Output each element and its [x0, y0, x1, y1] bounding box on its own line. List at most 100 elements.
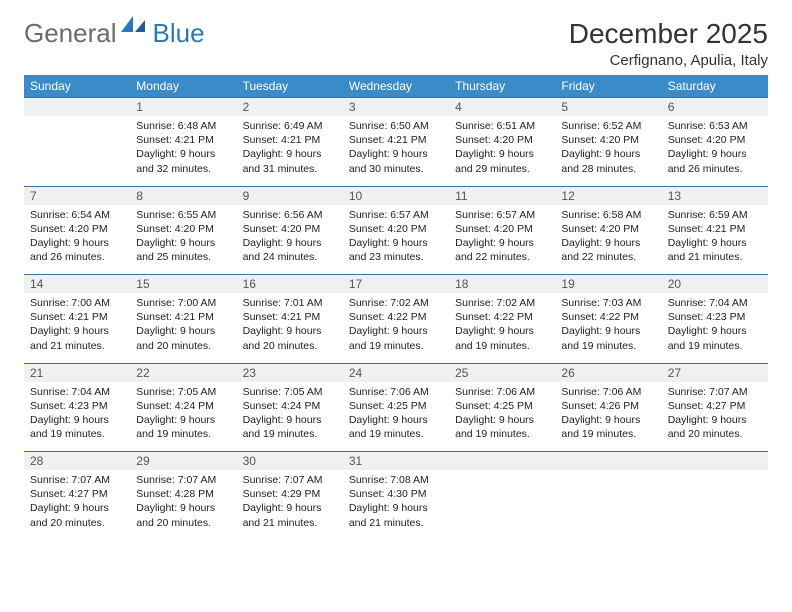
day-number: 21 [24, 363, 130, 382]
day-cell-text: Sunrise: 6:53 AMSunset: 4:20 PMDaylight:… [668, 119, 762, 176]
day-cell: Sunrise: 6:56 AMSunset: 4:20 PMDaylight:… [237, 205, 343, 275]
day-number: 23 [237, 363, 343, 382]
col-tue: Tuesday [237, 75, 343, 98]
col-sun: Sunday [24, 75, 130, 98]
day-cell: Sunrise: 6:53 AMSunset: 4:20 PMDaylight:… [662, 116, 768, 186]
day-cell-text: Sunrise: 7:02 AMSunset: 4:22 PMDaylight:… [349, 296, 443, 353]
day-cell-text: Sunrise: 6:50 AMSunset: 4:21 PMDaylight:… [349, 119, 443, 176]
day-number-row: 123456 [24, 98, 768, 117]
day-cell: Sunrise: 7:06 AMSunset: 4:26 PMDaylight:… [555, 382, 661, 452]
day-number: 12 [555, 186, 661, 205]
day-cell: Sunrise: 7:00 AMSunset: 4:21 PMDaylight:… [24, 293, 130, 363]
day-cell: Sunrise: 7:02 AMSunset: 4:22 PMDaylight:… [449, 293, 555, 363]
day-number: 30 [237, 452, 343, 471]
day-number: 6 [662, 98, 768, 117]
day-cell-text: Sunrise: 6:58 AMSunset: 4:20 PMDaylight:… [561, 208, 655, 265]
day-number: 24 [343, 363, 449, 382]
day-cell: Sunrise: 7:07 AMSunset: 4:29 PMDaylight:… [237, 470, 343, 540]
day-number [24, 98, 130, 117]
day-number: 10 [343, 186, 449, 205]
day-cell [24, 116, 130, 186]
day-number: 18 [449, 275, 555, 294]
day-cell-text: Sunrise: 7:03 AMSunset: 4:22 PMDaylight:… [561, 296, 655, 353]
day-cell: Sunrise: 7:06 AMSunset: 4:25 PMDaylight:… [449, 382, 555, 452]
day-number: 31 [343, 452, 449, 471]
brand-part1: General [24, 18, 117, 49]
col-fri: Friday [555, 75, 661, 98]
day-number-row: 21222324252627 [24, 363, 768, 382]
day-number: 20 [662, 275, 768, 294]
day-number: 16 [237, 275, 343, 294]
day-cell: Sunrise: 7:08 AMSunset: 4:30 PMDaylight:… [343, 470, 449, 540]
day-cell: Sunrise: 7:05 AMSunset: 4:24 PMDaylight:… [130, 382, 236, 452]
day-number: 25 [449, 363, 555, 382]
day-cell-text: Sunrise: 6:54 AMSunset: 4:20 PMDaylight:… [30, 208, 124, 265]
day-cell: Sunrise: 6:52 AMSunset: 4:20 PMDaylight:… [555, 116, 661, 186]
day-cell: Sunrise: 6:57 AMSunset: 4:20 PMDaylight:… [343, 205, 449, 275]
day-cell-text: Sunrise: 7:08 AMSunset: 4:30 PMDaylight:… [349, 473, 443, 530]
day-cell-text: Sunrise: 6:56 AMSunset: 4:20 PMDaylight:… [243, 208, 337, 265]
day-cell: Sunrise: 7:07 AMSunset: 4:27 PMDaylight:… [662, 382, 768, 452]
day-cell-text: Sunrise: 7:06 AMSunset: 4:25 PMDaylight:… [455, 385, 549, 442]
day-cell-text: Sunrise: 6:51 AMSunset: 4:20 PMDaylight:… [455, 119, 549, 176]
sail-icon [121, 10, 147, 41]
day-cell-text: Sunrise: 7:07 AMSunset: 4:27 PMDaylight:… [30, 473, 124, 530]
day-cell-text: Sunrise: 7:07 AMSunset: 4:28 PMDaylight:… [136, 473, 230, 530]
day-number: 14 [24, 275, 130, 294]
day-cell-text: Sunrise: 7:05 AMSunset: 4:24 PMDaylight:… [243, 385, 337, 442]
day-number: 5 [555, 98, 661, 117]
col-wed: Wednesday [343, 75, 449, 98]
col-mon: Monday [130, 75, 236, 98]
day-number-row: 14151617181920 [24, 275, 768, 294]
day-number: 27 [662, 363, 768, 382]
day-cell: Sunrise: 6:49 AMSunset: 4:21 PMDaylight:… [237, 116, 343, 186]
day-cell: Sunrise: 6:54 AMSunset: 4:20 PMDaylight:… [24, 205, 130, 275]
day-cell-text: Sunrise: 6:57 AMSunset: 4:20 PMDaylight:… [455, 208, 549, 265]
day-number: 3 [343, 98, 449, 117]
day-cell: Sunrise: 6:55 AMSunset: 4:20 PMDaylight:… [130, 205, 236, 275]
day-cell-text: Sunrise: 7:06 AMSunset: 4:25 PMDaylight:… [349, 385, 443, 442]
calendar-page: General Blue December 2025 Cerfignano, A… [0, 0, 792, 558]
title-block: December 2025 Cerfignano, Apulia, Italy [569, 18, 768, 69]
day-cell [449, 470, 555, 540]
day-number-row: 78910111213 [24, 186, 768, 205]
day-cell: Sunrise: 7:04 AMSunset: 4:23 PMDaylight:… [662, 293, 768, 363]
day-number: 8 [130, 186, 236, 205]
day-cell: Sunrise: 7:07 AMSunset: 4:27 PMDaylight:… [24, 470, 130, 540]
day-number: 28 [24, 452, 130, 471]
col-sat: Saturday [662, 75, 768, 98]
day-cell-text: Sunrise: 6:52 AMSunset: 4:20 PMDaylight:… [561, 119, 655, 176]
day-body-row: Sunrise: 7:04 AMSunset: 4:23 PMDaylight:… [24, 382, 768, 452]
day-cell-text: Sunrise: 6:48 AMSunset: 4:21 PMDaylight:… [136, 119, 230, 176]
day-cell [662, 470, 768, 540]
day-number: 1 [130, 98, 236, 117]
day-cell-text: Sunrise: 7:01 AMSunset: 4:21 PMDaylight:… [243, 296, 337, 353]
day-cell: Sunrise: 7:06 AMSunset: 4:25 PMDaylight:… [343, 382, 449, 452]
day-cell: Sunrise: 6:48 AMSunset: 4:21 PMDaylight:… [130, 116, 236, 186]
day-cell [555, 470, 661, 540]
day-cell-text: Sunrise: 7:02 AMSunset: 4:22 PMDaylight:… [455, 296, 549, 353]
day-cell: Sunrise: 7:02 AMSunset: 4:22 PMDaylight:… [343, 293, 449, 363]
day-cell-text: Sunrise: 6:49 AMSunset: 4:21 PMDaylight:… [243, 119, 337, 176]
day-cell-text: Sunrise: 7:04 AMSunset: 4:23 PMDaylight:… [30, 385, 124, 442]
day-body-row: Sunrise: 7:00 AMSunset: 4:21 PMDaylight:… [24, 293, 768, 363]
day-number: 7 [24, 186, 130, 205]
day-number [662, 452, 768, 471]
day-number: 17 [343, 275, 449, 294]
day-cell-text: Sunrise: 7:04 AMSunset: 4:23 PMDaylight:… [668, 296, 762, 353]
day-cell: Sunrise: 6:59 AMSunset: 4:21 PMDaylight:… [662, 205, 768, 275]
location: Cerfignano, Apulia, Italy [569, 52, 768, 69]
day-body-row: Sunrise: 7:07 AMSunset: 4:27 PMDaylight:… [24, 470, 768, 540]
day-cell-text: Sunrise: 7:00 AMSunset: 4:21 PMDaylight:… [30, 296, 124, 353]
day-number: 9 [237, 186, 343, 205]
day-number: 26 [555, 363, 661, 382]
day-cell-text: Sunrise: 6:59 AMSunset: 4:21 PMDaylight:… [668, 208, 762, 265]
day-cell: Sunrise: 6:51 AMSunset: 4:20 PMDaylight:… [449, 116, 555, 186]
month-title: December 2025 [569, 18, 768, 50]
day-number: 29 [130, 452, 236, 471]
day-number-row: 28293031 [24, 452, 768, 471]
day-cell: Sunrise: 6:58 AMSunset: 4:20 PMDaylight:… [555, 205, 661, 275]
day-cell-text: Sunrise: 7:06 AMSunset: 4:26 PMDaylight:… [561, 385, 655, 442]
day-cell: Sunrise: 7:04 AMSunset: 4:23 PMDaylight:… [24, 382, 130, 452]
day-cell: Sunrise: 7:00 AMSunset: 4:21 PMDaylight:… [130, 293, 236, 363]
